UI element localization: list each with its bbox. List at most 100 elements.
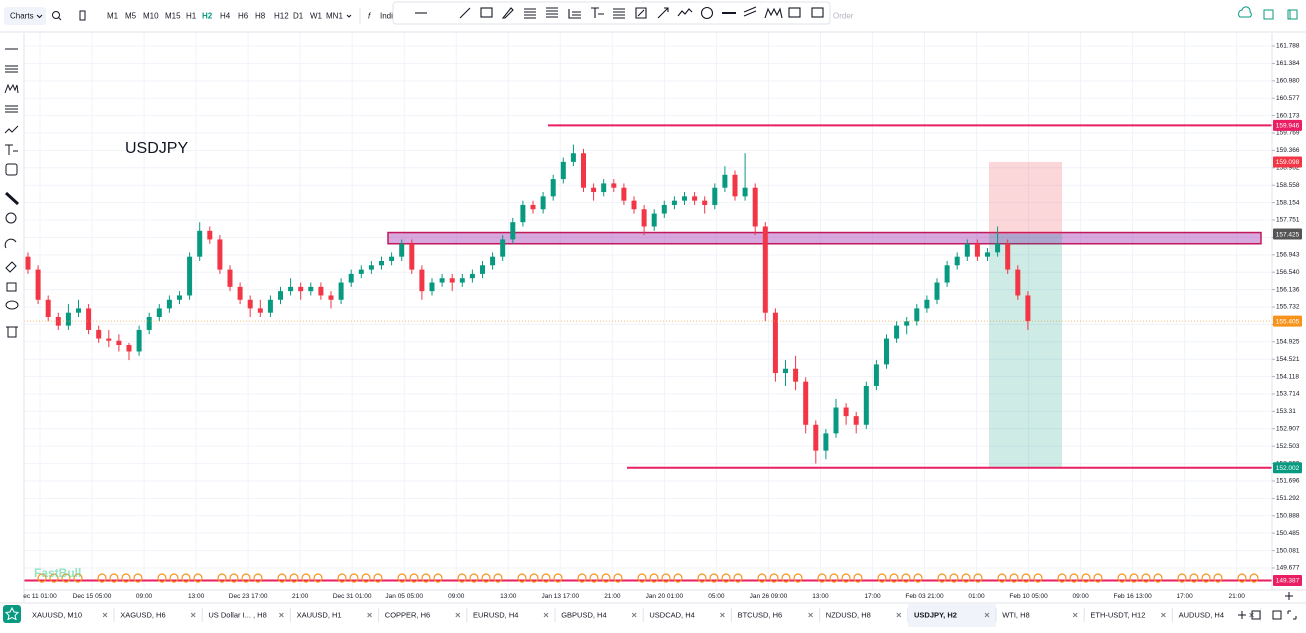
tab-close[interactable] [279, 612, 284, 618]
tab-label[interactable]: XAUUSD, M10 [32, 610, 82, 619]
timeframe[interactable]: M1 [107, 12, 119, 21]
left-tool-pattern[interactable] [4, 83, 19, 94]
tool-measure[interactable] [635, 7, 647, 19]
add-tab[interactable] [1238, 611, 1246, 619]
tab-close[interactable] [984, 612, 990, 618]
event-icon[interactable] [877, 573, 887, 583]
event-icon[interactable] [1201, 573, 1211, 583]
tab-label[interactable]: XAUUSD, H1 [297, 610, 342, 619]
tool-note[interactable] [788, 7, 801, 18]
tab-close[interactable] [808, 612, 813, 618]
event-icon[interactable] [481, 573, 491, 583]
event-icon[interactable] [1081, 573, 1091, 583]
event-icon[interactable] [1213, 573, 1223, 583]
event-icon[interactable] [433, 573, 443, 583]
event-icon[interactable] [469, 573, 479, 583]
tab-label[interactable]: GBPUSD, H4 [561, 610, 606, 619]
event-icon[interactable] [661, 573, 671, 583]
left-tool-fib[interactable] [5, 65, 18, 73]
tool-fib-channel[interactable] [546, 7, 558, 18]
fullscreen-icon[interactable] [1287, 610, 1297, 620]
event-icon[interactable] [193, 573, 203, 583]
event-icon[interactable] [73, 573, 83, 583]
split-icon[interactable] [1251, 610, 1261, 620]
event-icon[interactable] [373, 573, 383, 583]
tool-polyline[interactable] [677, 8, 693, 17]
timeframe[interactable]: M15 [165, 12, 181, 21]
event-icon[interactable] [721, 573, 731, 583]
search-icon[interactable] [52, 11, 60, 19]
event-icon[interactable] [49, 573, 59, 583]
left-tool-eye[interactable] [5, 300, 19, 310]
tool-brush[interactable] [501, 7, 514, 19]
event-icon[interactable] [709, 573, 719, 583]
timeframe[interactable]: MN1 [326, 12, 343, 21]
tab-label[interactable]: NZDUSD, H8 [826, 610, 871, 619]
indicators-button[interactable]: Indi [380, 12, 393, 21]
event-icon[interactable] [853, 573, 863, 583]
event-icon[interactable] [1093, 573, 1103, 583]
event-icon[interactable] [1069, 573, 1079, 583]
tab-label[interactable]: USDCAD, H4 [649, 610, 694, 619]
tool-text[interactable] [591, 7, 604, 18]
event-icon[interactable] [277, 573, 287, 583]
timeframe-dropdown[interactable] [346, 14, 352, 18]
event-icon[interactable] [781, 573, 791, 583]
event-icon[interactable] [733, 573, 743, 583]
tool-rect[interactable] [480, 7, 493, 18]
event-icon[interactable] [1189, 573, 1199, 583]
tab-label[interactable]: USDJPY, H2 [914, 610, 957, 619]
tool-arrow[interactable] [657, 7, 669, 19]
event-icon[interactable] [697, 573, 707, 583]
event-icon[interactable] [1177, 573, 1187, 583]
tab-close[interactable] [1072, 612, 1078, 618]
event-icon[interactable] [757, 573, 767, 583]
event-icon[interactable] [157, 573, 167, 583]
left-tool-brush[interactable] [5, 261, 17, 273]
tab-label[interactable]: XAGUSD, H6 [120, 610, 165, 619]
timeframe[interactable]: W1 [310, 12, 323, 21]
event-icon[interactable] [121, 573, 131, 583]
event-icon[interactable] [973, 573, 983, 583]
layout-icon-2[interactable] [1272, 610, 1282, 620]
event-icon[interactable] [961, 573, 971, 583]
axis-settings-icon[interactable] [1285, 592, 1293, 600]
tool-trendline[interactable] [459, 7, 471, 19]
event-icon[interactable] [529, 573, 539, 583]
event-icon[interactable] [1237, 573, 1247, 583]
event-icon[interactable] [673, 573, 683, 583]
event-icon[interactable] [169, 573, 179, 583]
left-tool-trend[interactable] [4, 125, 19, 134]
tab-label[interactable]: BTCUSD, H6 [738, 610, 783, 619]
tool-circle[interactable] [700, 6, 714, 20]
event-icon[interactable] [409, 573, 419, 583]
event-icon[interactable] [589, 573, 599, 583]
left-tool-ruler[interactable] [4, 191, 20, 206]
event-icon[interactable] [457, 573, 467, 583]
event-icon[interactable] [769, 573, 779, 583]
event-icon[interactable] [889, 573, 899, 583]
timeframe[interactable]: M5 [125, 12, 137, 21]
tab-close[interactable] [720, 612, 725, 618]
event-icon[interactable] [217, 573, 227, 583]
event-icon[interactable] [517, 573, 527, 583]
tab-label[interactable]: EURUSD, H4 [473, 610, 518, 619]
tab-label[interactable]: US Dollar I... , H8 [208, 610, 266, 619]
event-icon[interactable] [817, 573, 827, 583]
event-icon[interactable] [1009, 573, 1019, 583]
tool-pitchfork[interactable] [613, 8, 625, 19]
timeframe[interactable]: H4 [220, 12, 231, 21]
event-icon[interactable] [841, 573, 851, 583]
tab-label[interactable]: AUDUSD, H4 [1179, 610, 1224, 619]
timeframe[interactable]: H6 [238, 12, 249, 21]
event-icon[interactable] [901, 573, 911, 583]
left-tool-trash[interactable] [6, 326, 18, 338]
event-icon[interactable] [313, 573, 323, 583]
event-icon[interactable] [301, 573, 311, 583]
event-icon[interactable] [949, 573, 959, 583]
favorite-button[interactable] [3, 605, 21, 623]
event-icon[interactable] [229, 573, 239, 583]
timeframe[interactable]: H1 [186, 12, 197, 21]
tab-close[interactable] [1161, 612, 1166, 618]
layout-icon[interactable] [1287, 9, 1298, 20]
